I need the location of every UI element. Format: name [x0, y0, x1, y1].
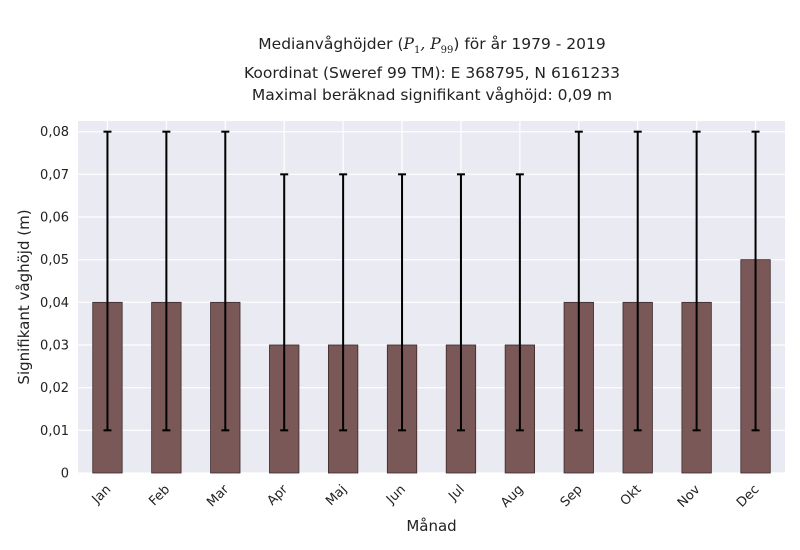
title-separator: , [420, 35, 431, 53]
chart-title: Medianvåghöjder (P1, P99) för år 1979 - … [32, 33, 800, 106]
x-tick-label-maj: Maj [323, 482, 350, 509]
x-tick-label-dec: Dec [734, 482, 762, 510]
x-tick-label-mar: Mar [204, 482, 232, 510]
y-tick-label: 0,01 [40, 424, 69, 439]
y-gridlines [78, 131, 785, 474]
error-bar-dec [751, 130, 760, 432]
error-bar-mar [221, 130, 230, 432]
x-tick-labels: Jan Feb Mar Apr Maj Jun Jul Aug Sep Okt Nov Dec [89, 482, 763, 511]
y-tick-label: 0,04 [40, 296, 69, 311]
x-tick-label-nov: Nov [675, 482, 704, 511]
x-tick-label-aug: Aug [498, 482, 527, 511]
x-tick-label-apr: Apr [265, 482, 292, 509]
error-bar-okt [633, 130, 642, 432]
p99-symbol: P99 [430, 35, 454, 57]
error-bar-jan [103, 130, 112, 432]
x-tick-label-jun: Jun [383, 482, 409, 508]
y-tick-label: 0,07 [40, 168, 69, 183]
title-prefix: Medianvåghöjder ( [258, 35, 404, 53]
error-bar-sep [574, 130, 583, 432]
x-tick-label-sep: Sep [558, 482, 586, 510]
error-bar-jun [398, 173, 407, 432]
error-bar-jul [456, 173, 465, 432]
y-tick-label: 0 [61, 467, 69, 482]
y-tick-labels: 0 0,01 0,02 0,03 0,04 0,05 0,06 0,07 0,08 [40, 125, 69, 481]
plot-area [78, 121, 785, 473]
x-axis-label: Månad [406, 517, 456, 535]
x-tick-label-jul: Jul [445, 482, 467, 504]
error-bar-feb [162, 130, 171, 432]
y-tick-label: 0,05 [40, 253, 69, 268]
error-bar-apr [280, 173, 289, 432]
title-line-3: Maximal beräknad signifikant våghöjd: 0,… [251, 86, 613, 105]
y-tick-label: 0,08 [40, 125, 69, 140]
error-bar-nov [692, 130, 701, 432]
error-bar-maj [339, 173, 348, 432]
y-axis-label: Signifikant våghöjd (m) [15, 209, 33, 384]
error-bar-aug [515, 173, 524, 432]
x-tick-label-okt: Okt [618, 482, 645, 509]
title-suffix: ) för år 1979 - 2019 [453, 35, 606, 53]
x-tick-label-jan: Jan [89, 482, 114, 507]
title-line-2: Koordinat (Sweref 99 TM): E 368795, N 61… [244, 64, 620, 83]
y-tick-label: 0,03 [40, 339, 69, 354]
title-line-1: Medianvåghöjder (P1, P99) för år 1979 - … [32, 33, 800, 62]
error-bars [103, 130, 760, 432]
x-tick-label-feb: Feb [146, 482, 173, 509]
y-tick-label: 0,02 [40, 381, 69, 396]
y-tick-label: 0,06 [40, 211, 69, 226]
p1-symbol: P1 [403, 35, 421, 57]
